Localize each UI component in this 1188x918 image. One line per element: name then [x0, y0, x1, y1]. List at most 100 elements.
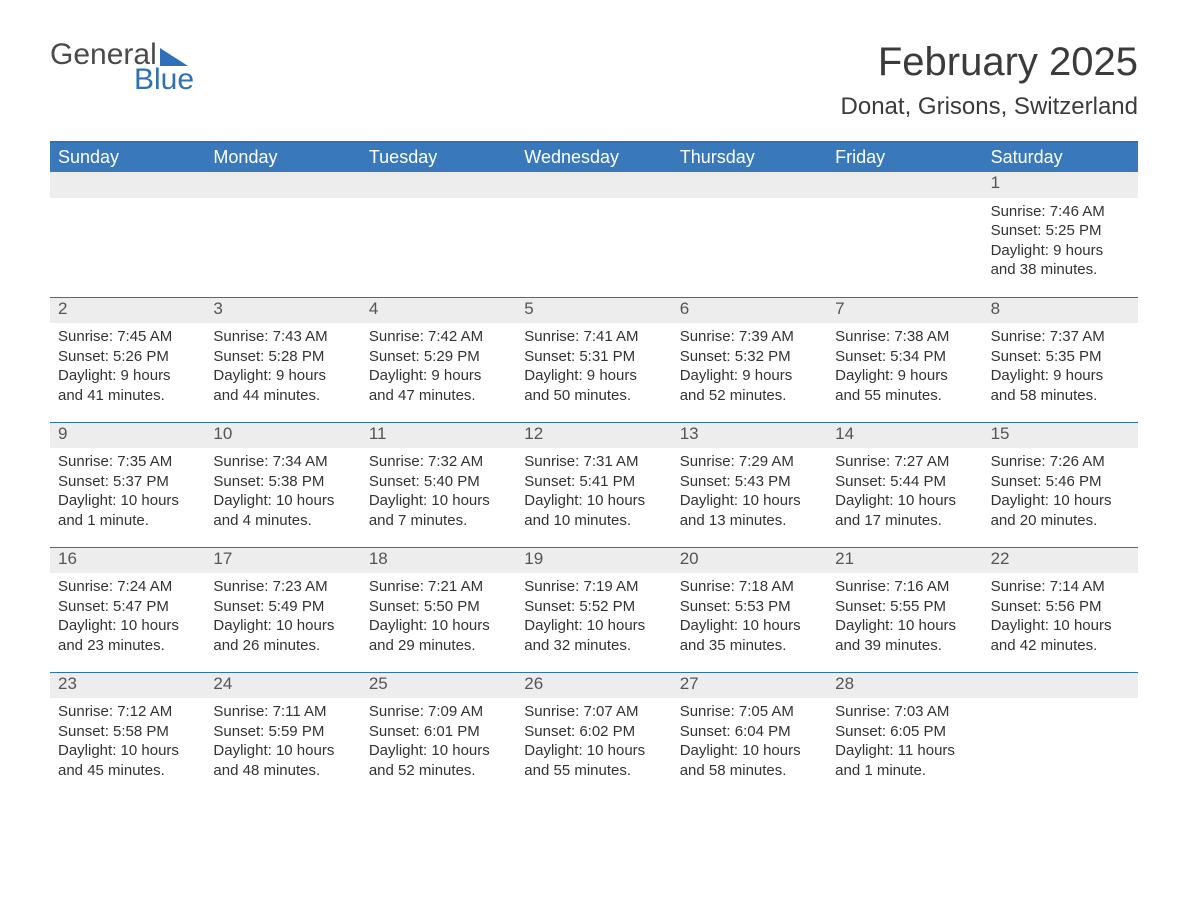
- calendar-week: 16171819202122Sunrise: 7:24 AMSunset: 5:…: [50, 547, 1138, 672]
- day-info-line: Sunset: 5:26 PM: [58, 347, 197, 367]
- day-number: 4: [361, 298, 516, 323]
- day-number: 1: [983, 172, 1138, 198]
- day-info-line: Sunset: 5:53 PM: [680, 597, 819, 617]
- logo-text-blue: Blue: [50, 65, 194, 95]
- day-info-line: Sunrise: 7:19 AM: [524, 577, 663, 597]
- day-number: [827, 172, 982, 198]
- day-number: [50, 172, 205, 198]
- day-info-line: Sunrise: 7:29 AM: [680, 452, 819, 472]
- day-number: 11: [361, 423, 516, 448]
- logo: General Blue: [50, 40, 194, 95]
- day-info-line: Sunset: 6:02 PM: [524, 722, 663, 742]
- calendar-week: 9101112131415Sunrise: 7:35 AMSunset: 5:3…: [50, 422, 1138, 547]
- day-info-line: Sunrise: 7:43 AM: [213, 327, 352, 347]
- day-info-line: Daylight: 10 hours: [524, 616, 663, 636]
- day-cell: Sunrise: 7:35 AMSunset: 5:37 PMDaylight:…: [50, 448, 205, 547]
- day-number: 6: [672, 298, 827, 323]
- day-info-line: Sunrise: 7:34 AM: [213, 452, 352, 472]
- day-cell: [827, 198, 982, 298]
- day-info-line: Sunrise: 7:31 AM: [524, 452, 663, 472]
- day-info-line: Sunrise: 7:24 AM: [58, 577, 197, 597]
- day-number: [983, 673, 1138, 698]
- day-info-line: Daylight: 10 hours: [680, 616, 819, 636]
- day-info-line: Sunrise: 7:07 AM: [524, 702, 663, 722]
- day-info-line: and 13 minutes.: [680, 511, 819, 531]
- day-info-line: Sunrise: 7:46 AM: [991, 202, 1130, 222]
- day-number-strip: 9101112131415: [50, 423, 1138, 448]
- day-info-line: Daylight: 9 hours: [58, 366, 197, 386]
- day-number: 5: [516, 298, 671, 323]
- day-number: 24: [205, 673, 360, 698]
- day-info-line: and 29 minutes.: [369, 636, 508, 656]
- day-info-line: Sunset: 5:40 PM: [369, 472, 508, 492]
- weekday-header: Friday: [827, 143, 982, 172]
- day-cell: [205, 198, 360, 298]
- day-info-line: Daylight: 10 hours: [213, 616, 352, 636]
- day-info-line: Daylight: 10 hours: [369, 741, 508, 761]
- day-info-line: and 44 minutes.: [213, 386, 352, 406]
- day-number-strip: 2345678: [50, 298, 1138, 323]
- day-cell: Sunrise: 7:41 AMSunset: 5:31 PMDaylight:…: [516, 323, 671, 422]
- day-info-line: and 10 minutes.: [524, 511, 663, 531]
- day-info-line: and 26 minutes.: [213, 636, 352, 656]
- day-info-line: Sunset: 5:59 PM: [213, 722, 352, 742]
- weekday-header: Wednesday: [516, 143, 671, 172]
- day-cell: Sunrise: 7:19 AMSunset: 5:52 PMDaylight:…: [516, 573, 671, 672]
- weekday-header: Monday: [205, 143, 360, 172]
- location-subtitle: Donat, Grisons, Switzerland: [841, 93, 1138, 121]
- day-info-line: and 1 minute.: [58, 511, 197, 531]
- day-info-line: Sunset: 5:50 PM: [369, 597, 508, 617]
- day-info-line: Sunset: 5:37 PM: [58, 472, 197, 492]
- day-info-line: Sunrise: 7:38 AM: [835, 327, 974, 347]
- day-number: 21: [827, 548, 982, 573]
- day-number: 19: [516, 548, 671, 573]
- day-cell: [672, 198, 827, 298]
- day-number-strip: 232425262728: [50, 673, 1138, 698]
- day-info-line: and 41 minutes.: [58, 386, 197, 406]
- day-info-line: Sunset: 5:52 PM: [524, 597, 663, 617]
- day-info-line: Daylight: 10 hours: [991, 491, 1130, 511]
- day-number: [361, 172, 516, 198]
- day-info-line: and 1 minute.: [835, 761, 974, 781]
- day-cell: [361, 198, 516, 298]
- day-info-line: Sunset: 6:04 PM: [680, 722, 819, 742]
- day-info-line: Sunrise: 7:35 AM: [58, 452, 197, 472]
- day-info-line: Sunset: 5:38 PM: [213, 472, 352, 492]
- day-info-line: Sunset: 6:01 PM: [369, 722, 508, 742]
- day-cell: Sunrise: 7:14 AMSunset: 5:56 PMDaylight:…: [983, 573, 1138, 672]
- day-info-line: Sunset: 5:56 PM: [991, 597, 1130, 617]
- weeks-container: 1Sunrise: 7:46 AMSunset: 5:25 PMDaylight…: [50, 172, 1138, 797]
- month-title: February 2025: [841, 40, 1138, 85]
- day-number: [516, 172, 671, 198]
- day-cell: Sunrise: 7:31 AMSunset: 5:41 PMDaylight:…: [516, 448, 671, 547]
- day-info-line: and 7 minutes.: [369, 511, 508, 531]
- day-info-line: Daylight: 11 hours: [835, 741, 974, 761]
- day-info-line: Sunrise: 7:39 AM: [680, 327, 819, 347]
- day-info-line: and 20 minutes.: [991, 511, 1130, 531]
- day-info-line: and 58 minutes.: [991, 386, 1130, 406]
- day-info-line: Sunrise: 7:27 AM: [835, 452, 974, 472]
- day-info-line: and 50 minutes.: [524, 386, 663, 406]
- day-cell: [983, 698, 1138, 797]
- day-cell: Sunrise: 7:34 AMSunset: 5:38 PMDaylight:…: [205, 448, 360, 547]
- day-info-line: Sunrise: 7:12 AM: [58, 702, 197, 722]
- day-info-line: Daylight: 10 hours: [835, 616, 974, 636]
- day-info-line: Sunrise: 7:18 AM: [680, 577, 819, 597]
- day-info-line: Sunrise: 7:03 AM: [835, 702, 974, 722]
- day-info-line: Daylight: 9 hours: [524, 366, 663, 386]
- day-info-line: Daylight: 10 hours: [369, 491, 508, 511]
- day-cell: Sunrise: 7:24 AMSunset: 5:47 PMDaylight:…: [50, 573, 205, 672]
- day-number: 23: [50, 673, 205, 698]
- day-number: 26: [516, 673, 671, 698]
- day-info-line: and 17 minutes.: [835, 511, 974, 531]
- day-cell: Sunrise: 7:37 AMSunset: 5:35 PMDaylight:…: [983, 323, 1138, 422]
- day-info-line: Daylight: 9 hours: [213, 366, 352, 386]
- day-info-line: and 58 minutes.: [680, 761, 819, 781]
- day-info-line: and 23 minutes.: [58, 636, 197, 656]
- day-info-line: and 32 minutes.: [524, 636, 663, 656]
- day-info-line: Sunset: 5:34 PM: [835, 347, 974, 367]
- day-number: 13: [672, 423, 827, 448]
- day-number: 25: [361, 673, 516, 698]
- day-cell: [516, 198, 671, 298]
- day-number: 22: [983, 548, 1138, 573]
